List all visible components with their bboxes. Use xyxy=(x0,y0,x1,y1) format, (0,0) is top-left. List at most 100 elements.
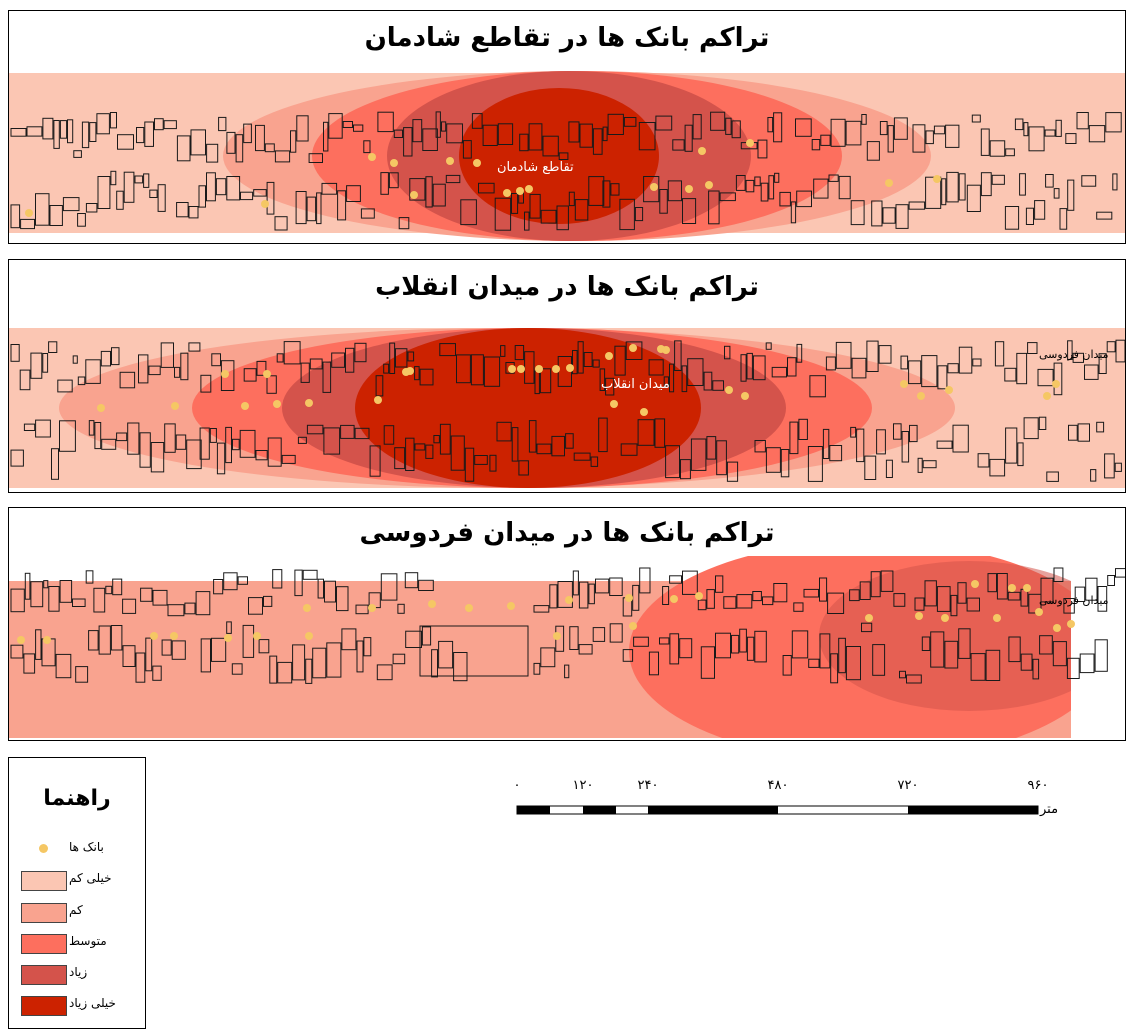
building-footprint xyxy=(263,595,273,607)
building-footprint xyxy=(418,579,434,591)
building-footprint xyxy=(921,636,931,651)
building-footprint xyxy=(614,345,626,376)
building-footprint xyxy=(145,637,153,672)
building-footprint xyxy=(274,150,291,163)
building-footprint xyxy=(672,139,685,151)
building-footprint xyxy=(681,365,688,393)
building-footprint xyxy=(655,115,673,131)
building-footprint xyxy=(500,345,506,357)
scale-tick: ۹۶۰ xyxy=(1027,778,1049,793)
building-footprint xyxy=(398,217,410,230)
building-footprint xyxy=(388,172,399,189)
building-footprint xyxy=(838,637,846,674)
bank-point xyxy=(553,632,561,640)
building-footprint xyxy=(703,371,713,391)
building-footprint xyxy=(1025,207,1035,225)
bank-point xyxy=(900,380,908,388)
building-footprint xyxy=(439,343,456,357)
building-footprint xyxy=(697,599,707,611)
building-footprint xyxy=(296,115,309,142)
building-footprint xyxy=(715,575,724,593)
building-footprint xyxy=(85,570,94,584)
building-footprint xyxy=(540,209,557,224)
building-footprint xyxy=(989,140,1006,157)
bank-point xyxy=(933,175,941,183)
building-footprint xyxy=(849,589,860,602)
building-footprint xyxy=(568,191,575,207)
building-footprint xyxy=(211,353,222,367)
building-footprint xyxy=(67,119,74,144)
building-footprint xyxy=(809,375,826,398)
building-footprint xyxy=(174,366,181,378)
building-footprint xyxy=(295,191,307,225)
building-footprint xyxy=(870,571,881,598)
map-title: تراکم بانک ها در میدان انقلاب xyxy=(375,272,759,302)
bank-point xyxy=(273,400,281,408)
bank-point xyxy=(305,399,313,407)
building-footprint xyxy=(134,175,144,184)
density-map: میدان انقلاب میدان فردوسی xyxy=(9,328,1125,488)
legend-label: زیاد xyxy=(69,965,88,979)
building-footprint xyxy=(648,359,664,376)
building-footprint xyxy=(735,175,746,191)
building-footprint xyxy=(55,653,72,679)
bank-point xyxy=(1067,620,1075,628)
building-footprint xyxy=(803,588,819,598)
building-footprint xyxy=(925,176,942,209)
building-footprint xyxy=(511,193,519,214)
building-footprint xyxy=(634,207,644,222)
building-footprint xyxy=(925,130,934,145)
building-footprint xyxy=(1027,342,1038,354)
bank-point xyxy=(535,365,543,373)
building-footprint xyxy=(595,578,610,594)
building-footprint xyxy=(793,602,804,612)
building-footprint xyxy=(845,646,862,681)
building-footprint xyxy=(1032,658,1040,680)
building-footprint xyxy=(24,572,31,600)
building-footprint xyxy=(893,423,902,440)
building-footprint xyxy=(807,446,823,482)
building-footprint xyxy=(35,629,42,660)
building-footprint xyxy=(564,664,570,679)
building-footprint xyxy=(715,632,731,659)
legend-title: راهنما xyxy=(43,786,111,811)
building-footprint xyxy=(930,631,945,668)
building-footprint xyxy=(936,586,951,612)
building-footprint xyxy=(77,213,86,227)
building-footprint xyxy=(414,443,426,451)
building-footprint xyxy=(88,420,95,436)
building-footprint xyxy=(583,352,593,367)
building-footprint xyxy=(572,570,579,596)
building-footprint xyxy=(811,139,821,151)
building-footprint xyxy=(901,431,910,463)
building-footprint xyxy=(774,172,780,183)
building-footprint xyxy=(880,570,894,592)
building-footprint xyxy=(59,580,73,603)
building-footprint xyxy=(1019,173,1026,196)
bank-point xyxy=(503,189,511,197)
building-footprint xyxy=(850,426,857,438)
building-footprint xyxy=(609,577,623,596)
building-footprint xyxy=(294,569,303,597)
building-footprint xyxy=(879,121,888,136)
bank-point xyxy=(915,612,923,620)
building-footprint xyxy=(921,355,938,388)
building-footprint xyxy=(277,661,293,684)
building-footprint xyxy=(610,183,620,196)
bank-point xyxy=(695,592,703,600)
building-footprint xyxy=(85,359,101,384)
building-footprint xyxy=(209,428,217,443)
building-footprint xyxy=(274,216,288,231)
bank-point xyxy=(993,614,1001,622)
building-footprint xyxy=(331,352,346,368)
building-footprint xyxy=(231,663,243,675)
building-footprint xyxy=(119,371,136,389)
building-footprint xyxy=(49,205,63,226)
building-footprint xyxy=(958,628,971,659)
building-footprint xyxy=(1104,453,1115,479)
building-footprint xyxy=(256,360,267,376)
bank-point xyxy=(303,604,311,612)
building-footprint xyxy=(1088,125,1106,143)
building-footprint xyxy=(226,176,241,201)
building-footprint xyxy=(789,421,799,455)
